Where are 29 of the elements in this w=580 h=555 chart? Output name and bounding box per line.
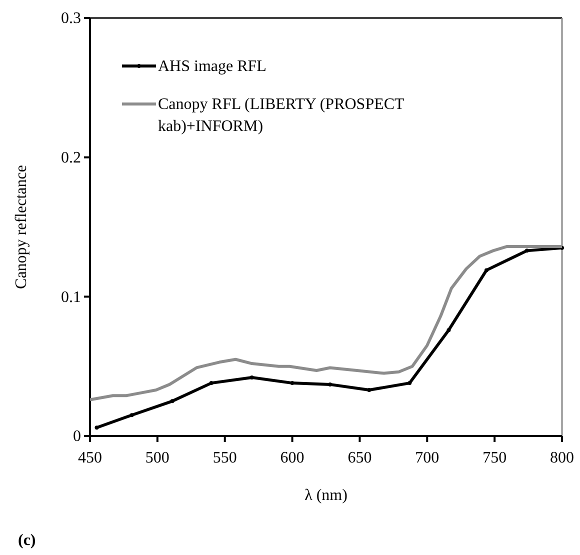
point: [484, 268, 488, 272]
x-axis-title: λ (nm): [304, 487, 348, 504]
x-tick-label: 450: [78, 450, 102, 467]
y-axis-title: Canopy reflectance: [13, 165, 30, 289]
point: [367, 388, 372, 392]
x-tick-label: 700: [415, 450, 440, 467]
point: [130, 413, 134, 418]
x-tick-label: 500: [145, 450, 170, 467]
point: [408, 381, 412, 386]
legend-label: AHS image RFL: [158, 58, 266, 75]
text: (c): [18, 532, 36, 549]
point: [328, 382, 332, 386]
x-tick-label: 750: [482, 450, 507, 467]
x-tick-label: 800: [550, 450, 574, 467]
x-tick-label: 550: [212, 450, 237, 467]
point: [446, 328, 451, 332]
legend-label: Canopy RFL (LIBERTY (PROSPECT kab)+INFORM): [158, 96, 405, 135]
y-tick-label: 0.2: [61, 149, 81, 166]
point: [250, 375, 254, 380]
point: [290, 381, 294, 386]
point: [170, 399, 174, 404]
x-tick-label: 600: [280, 450, 304, 467]
y-tick-label: 0.1: [61, 288, 81, 306]
x-tick-label: 650: [348, 450, 372, 467]
point: [524, 248, 529, 253]
point: [94, 426, 99, 430]
y-tick-label: 0.3: [61, 10, 81, 28]
y-tick-label: 0: [73, 428, 81, 446]
point: [209, 381, 214, 386]
